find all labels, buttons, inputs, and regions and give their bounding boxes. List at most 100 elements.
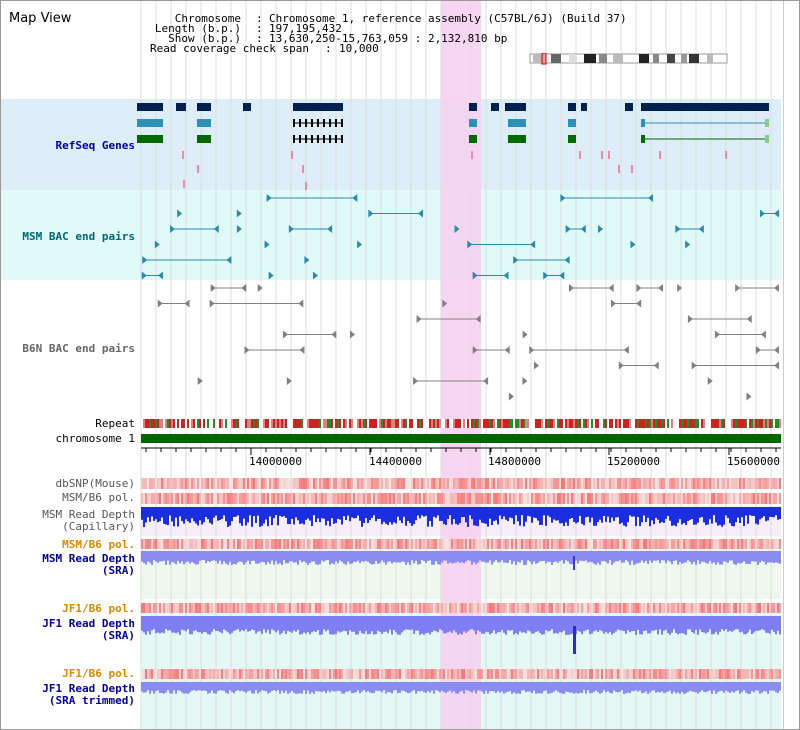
jf1-pol-heat [731, 603, 733, 613]
jf1-pol-heat [363, 603, 365, 613]
msm-pol-heat [755, 493, 757, 504]
repeat-mark [141, 419, 143, 428]
dbsnp-heat [445, 478, 447, 489]
jf1-pol2-heat [469, 669, 471, 679]
jf1-pol2-heat [179, 669, 181, 679]
msm-depth-cap-bar [189, 507, 191, 523]
msm-pol2-heat [189, 539, 191, 549]
msm-pol-heat [557, 493, 559, 504]
msm-pol2-heat [577, 539, 579, 549]
jf1-depth-trim-bar [327, 682, 329, 691]
jf1-depth-trim-bar [513, 682, 515, 693]
msm-depth-cap-bar [335, 507, 337, 523]
jf1-depth-sra-bar [383, 616, 385, 632]
jf1-pol2-heat [553, 669, 555, 679]
jf1-pol-heat [203, 603, 205, 613]
jf1-pol2-heat [659, 669, 661, 679]
msm-pol-heat [435, 493, 437, 504]
msm-depth-cap-bar [197, 507, 199, 526]
jf1-depth-sra-bar [149, 616, 151, 635]
jf1-pol-heat [307, 603, 309, 613]
dbsnp-heat [477, 478, 479, 489]
jf1-depth-trim-bar [769, 682, 771, 691]
msm-pol-heat [571, 493, 573, 504]
msm-depth-cap-bar [589, 507, 591, 523]
jf1-depth-sra-bar [573, 616, 575, 635]
jf1-pol2-heat [689, 669, 691, 679]
dbsnp-heat [225, 478, 227, 489]
dbsnp-heat [415, 478, 417, 489]
msm-depth-cap-bar [469, 507, 471, 516]
msm-pol-heat [625, 493, 627, 504]
repeat-mark [453, 419, 455, 428]
track-label-b6n-bac[interactable]: B6N BAC end pairs [22, 342, 135, 355]
right-scroll-edge[interactable] [783, 1, 799, 729]
repeat-mark [377, 419, 379, 428]
msm-depth-cap-bar [605, 507, 607, 522]
repeat-mark [293, 419, 295, 428]
jf1-depth-trim-bar [693, 682, 695, 692]
msm-pol-heat [465, 493, 467, 504]
msm-depth-sra-bar [425, 551, 427, 564]
jf1-depth-sra-bar [661, 616, 663, 635]
jf1-depth-sra-bar [563, 616, 565, 631]
dbsnp-heat [387, 478, 389, 489]
msm-pol2-heat [423, 539, 425, 549]
jf1-depth-trim-bar [151, 682, 153, 691]
jf1-depth-sra-bar [753, 616, 755, 633]
repeat-mark [545, 419, 547, 428]
chromosome-ideogram[interactable] [529, 53, 729, 65]
msm-depth-cap-bar [297, 507, 299, 521]
jf1-pol2-heat [719, 669, 721, 679]
repeat-mark [449, 419, 451, 428]
repeat-mark [649, 419, 651, 428]
jf1-pol-heat [593, 603, 595, 613]
msm-pol2-heat [545, 539, 547, 549]
jf1-pol2-heat [561, 669, 563, 679]
jf1-pol-heat [411, 603, 413, 613]
jf1-pol2-heat [677, 669, 679, 679]
msm-pol2-heat [729, 539, 731, 549]
jf1-depth-sra-bar [313, 616, 315, 632]
msm-pol-heat [685, 493, 687, 504]
jf1-depth-sra-bar [355, 616, 357, 635]
msm-pol2-heat [383, 539, 385, 549]
jf1-pol2-heat [341, 669, 343, 679]
jf1-depth-sra-bar [759, 616, 761, 631]
msm-depth-cap-bar [557, 507, 559, 521]
msm-pol-heat [251, 493, 253, 504]
jf1-pol2-heat [147, 669, 149, 679]
msm-depth-sra-bar [567, 551, 569, 562]
repeat-mark [607, 419, 609, 428]
jf1-depth-sra-bar [719, 616, 721, 632]
jf1-pol-heat [631, 603, 633, 613]
dbsnp-heat [321, 478, 323, 489]
dbsnp-heat [531, 478, 533, 489]
msm-pol2-heat [521, 539, 523, 549]
repeat-mark [221, 419, 223, 428]
msm-depth-cap-bar [365, 507, 367, 519]
msm-pol-heat [421, 493, 423, 504]
jf1-depth-sra-bar [179, 616, 181, 635]
track-label-refseq[interactable]: RefSeq Genes [55, 139, 135, 152]
msm-depth-cap-bar [751, 507, 753, 516]
dbsnp-heat [271, 478, 273, 489]
msm-pol-heat [431, 493, 433, 504]
dbsnp-heat [333, 478, 335, 489]
msm-pol-heat [617, 493, 619, 504]
jf1-pol-heat [539, 603, 541, 613]
msm-pol-heat [667, 493, 669, 504]
msm-depth-sra-bar [171, 551, 173, 562]
jf1-depth-trim-bar [383, 682, 385, 691]
msm-pol-heat [333, 493, 335, 504]
msm-pol2-heat [435, 539, 437, 549]
jf1-depth-sra-bar [399, 616, 401, 635]
jf1-depth-sra-bar [523, 616, 525, 633]
msm-depth-cap-bar [567, 507, 569, 526]
jf1-pol2-heat [423, 669, 425, 679]
msm-depth-sra-bar [563, 551, 565, 564]
track-label-msm-bac[interactable]: MSM BAC end pairs [22, 230, 135, 243]
msm-pol-heat [193, 493, 195, 504]
repeat-mark [613, 419, 615, 428]
